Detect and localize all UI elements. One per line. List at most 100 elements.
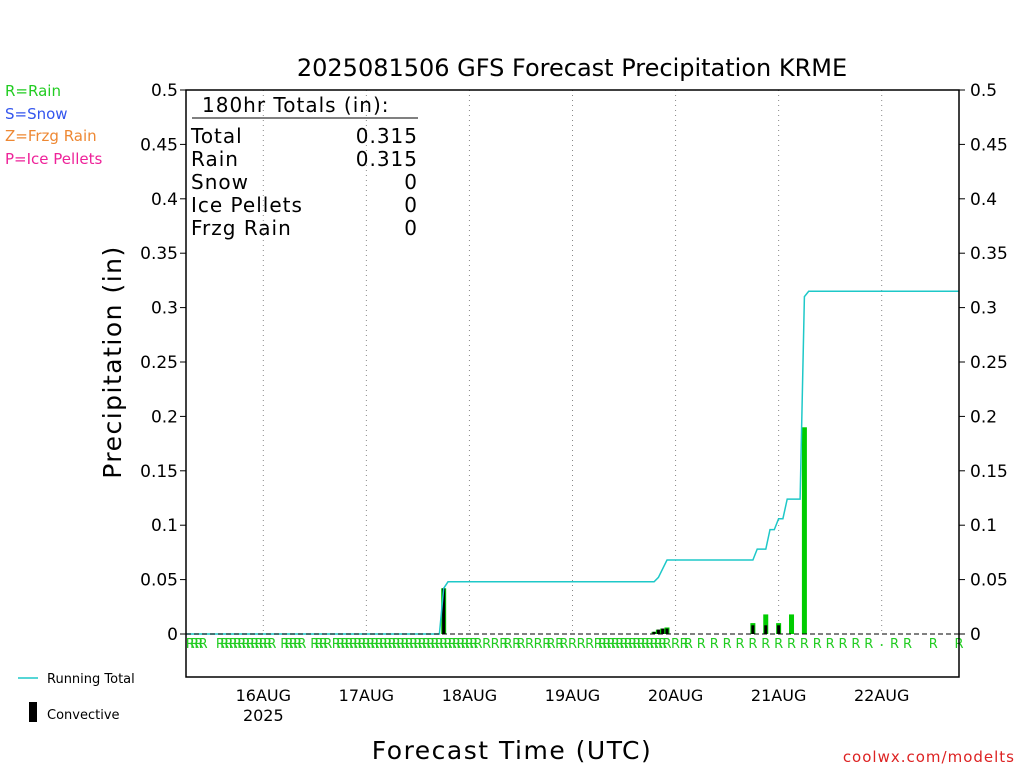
y-tick-label-right: 0.45: [970, 135, 1008, 155]
ptype-mark: R: [199, 637, 208, 652]
ptype-mark: R: [418, 637, 427, 652]
y-tick-label-left: 0.1: [151, 516, 178, 536]
ptype-mark: R: [319, 637, 328, 652]
ptype-mark: R: [632, 637, 641, 652]
y-axis-right: 0 0.05 0.1 0.15 0.2 0.25 0.3 0.35 0.4 0.45 0.5: [959, 81, 1008, 645]
ptype-mark: R: [388, 637, 397, 652]
ptype-mark: R: [671, 637, 680, 652]
ptype-mark: R: [233, 637, 242, 652]
running-total-line: [186, 290, 959, 635]
x-tick-label: 16AUG: [236, 686, 291, 705]
y-axis-label: Precipitation (in): [98, 245, 127, 479]
convective-bar: [665, 628, 669, 634]
ptype-mark: R: [851, 637, 860, 652]
y-tick-label-left: 0: [167, 625, 178, 645]
y-tick-label-right: 0.1: [970, 516, 997, 536]
ptype-mark: R: [396, 637, 405, 652]
ptype-mark: R: [332, 637, 341, 652]
y-tick-label-left: 0.5: [151, 81, 178, 101]
credit-link[interactable]: coolwx.com/modelts: [843, 748, 1015, 766]
ptype-mark: R: [362, 637, 371, 652]
plot-frame: [185, 89, 960, 678]
ptype-mark: R: [452, 637, 461, 652]
ptype-mark: R: [242, 637, 251, 652]
y-tick-label-left: 0.45: [140, 135, 178, 155]
y-tick-label-right: 0: [970, 625, 981, 645]
ptype-mark: R: [697, 637, 706, 652]
ptype-mark: R: [461, 637, 470, 652]
ptype-mark: R: [439, 637, 448, 652]
ptype-mark: R: [650, 637, 659, 652]
ptype-mark: R: [735, 637, 744, 652]
y-tick-label-left: 0.25: [140, 353, 178, 373]
totals-total-value: 0.315: [356, 124, 418, 148]
ptype-mark: R: [658, 637, 667, 652]
ptype-dot: [880, 644, 883, 646]
ptype-mark: R: [499, 637, 508, 652]
x-tick-label: 17AUG: [339, 686, 394, 705]
ptype-mark: R: [422, 637, 431, 652]
ptype-mark: R: [293, 637, 302, 652]
ptype-mark: R: [229, 637, 238, 652]
ptype-mark: R: [409, 637, 418, 652]
ptype-mark: R: [448, 637, 457, 652]
totals-frzg-rain-value: 0: [404, 216, 418, 240]
ptype-mark: R: [654, 637, 663, 652]
ptype-mark: R: [525, 637, 534, 652]
ptype-mark: R: [607, 637, 616, 652]
ptype-mark: R: [310, 637, 319, 652]
x-tick-label: 22AUG: [854, 686, 909, 705]
ptype-mark: R: [370, 637, 379, 652]
rain-bar: [763, 614, 769, 634]
y-axis-left: 0 0.05 0.1 0.15 0.2 0.25 0.3 0.35 0.4 0.45 0.5: [140, 81, 186, 645]
rain-bar: [789, 614, 795, 634]
ptype-mark: R: [259, 637, 268, 652]
ptype-mark: R: [615, 637, 624, 652]
ptype-mark: R: [542, 637, 551, 652]
y-tick-label-right: 0.2: [970, 407, 997, 427]
y-tick-label-right: 0.35: [970, 244, 1008, 264]
ptype-mark: R: [680, 637, 689, 652]
ptype-mark: R: [323, 637, 332, 652]
ptype-mark: R: [585, 637, 594, 652]
ptype-mark: R: [400, 637, 409, 652]
y-tick-label-left: 0.2: [151, 407, 178, 427]
ptype-mark: R: [379, 637, 388, 652]
ptype-mark: R: [577, 637, 586, 652]
ptype-mark: R: [345, 637, 354, 652]
totals-heading: 180hr Totals (in):: [202, 93, 390, 117]
ptype-legend: R=Rain S=Snow Z=Frzg Rain P=Ice Pellets: [5, 82, 102, 168]
ptype-mark: R: [263, 637, 272, 652]
ptype-mark: R: [375, 637, 384, 652]
ptype-mark: R: [246, 637, 255, 652]
convective-bar: [442, 588, 446, 634]
ptype-mark: R: [315, 637, 324, 652]
ptype-mark: R: [710, 637, 719, 652]
ptype-mark: R: [340, 637, 349, 652]
ptype-mark: R: [297, 637, 306, 652]
ptype-mark: R: [194, 637, 203, 652]
ptype-mark: R: [628, 637, 637, 652]
ptype-mark: R: [559, 637, 568, 652]
ptype-mark: R: [435, 637, 444, 652]
ptype-mark: R: [568, 637, 577, 652]
ptype-mark: R: [800, 637, 809, 652]
totals-frzg-rain-label: Frzg Rain: [191, 216, 292, 240]
ptype-mark: R: [787, 637, 796, 652]
convective-bar: [661, 628, 665, 634]
ptype-mark: R: [186, 637, 195, 652]
ptype-mark: R: [602, 637, 611, 652]
y-tick-label-right: 0.4: [970, 190, 997, 210]
ptype-mark: R: [864, 637, 873, 652]
ptype-mark: R: [624, 637, 633, 652]
ptype-mark: R: [504, 637, 513, 652]
x-tick-label: 21AUG: [751, 686, 806, 705]
totals-rain-value: 0.315: [356, 147, 418, 171]
ptype-mark: R: [929, 637, 938, 652]
rain-bar: [801, 427, 807, 634]
convective-bar: [656, 629, 660, 634]
totals-snow-value: 0: [404, 170, 418, 194]
ptype-mark: R: [482, 637, 491, 652]
